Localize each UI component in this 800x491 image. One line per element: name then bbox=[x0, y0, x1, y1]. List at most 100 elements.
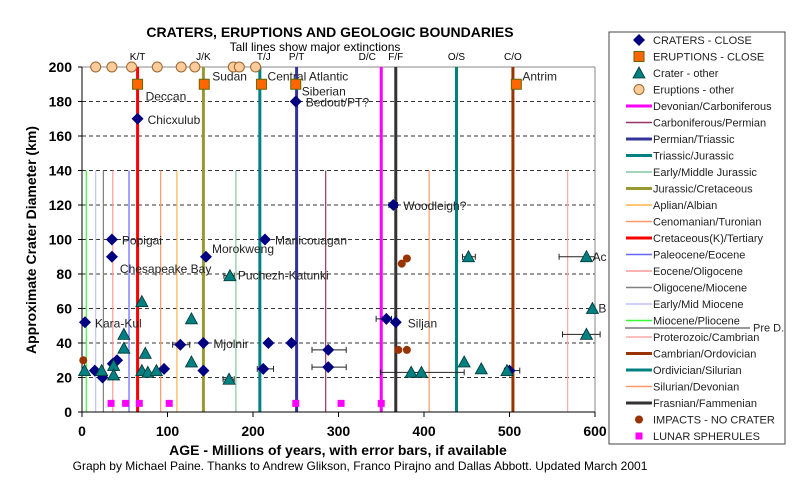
eruption-other-marker bbox=[151, 61, 163, 73]
legend-label: Permian/Triassic bbox=[653, 134, 735, 146]
legend-label: Early/Mid Miocene bbox=[653, 299, 743, 311]
crater-close-marker bbox=[174, 338, 187, 351]
boundary-label: F/F bbox=[388, 52, 403, 63]
legend-label: Eocene/Oligocene bbox=[653, 266, 743, 278]
error-bar bbox=[562, 331, 601, 338]
y-tick-label: 20 bbox=[56, 370, 72, 386]
eruption-close-marker bbox=[510, 78, 522, 90]
legend-impact-no-crater-marker bbox=[635, 415, 643, 424]
crater-other-marker bbox=[457, 355, 471, 368]
eruption-close-marker bbox=[132, 78, 144, 90]
y-tick-label: 40 bbox=[56, 335, 72, 351]
crater-close-marker bbox=[285, 337, 298, 349]
legend-lunar-spherule-marker bbox=[635, 432, 643, 440]
legend-label: LUNAR SPHERULES bbox=[653, 431, 760, 443]
x-tick-label: 600 bbox=[583, 423, 607, 439]
crater-other-marker bbox=[106, 368, 121, 381]
lunar-spherule-marker bbox=[122, 399, 130, 407]
boundary-label: K/T bbox=[130, 52, 146, 63]
eruption-other-marker bbox=[189, 61, 201, 73]
lunar-spherule-marker bbox=[165, 399, 173, 407]
legend-label: Oligocene/Miocene bbox=[653, 283, 747, 295]
gridlines bbox=[82, 66, 596, 412]
point-label: Mjolnir bbox=[213, 337, 248, 351]
crater-other-marker bbox=[117, 327, 131, 340]
crater-other-marker bbox=[579, 327, 594, 340]
x-tick-label: 300 bbox=[327, 423, 351, 439]
crater-other-marker bbox=[117, 341, 131, 354]
boundary-label: C/O bbox=[504, 52, 522, 63]
crater-other-marker bbox=[500, 363, 514, 377]
crater-other-marker bbox=[461, 249, 476, 263]
eruption-other-marker bbox=[233, 61, 245, 73]
crater-close-marker bbox=[131, 112, 144, 125]
boundary-label: T/J bbox=[257, 52, 271, 63]
point-label: Puchezh-Katunki bbox=[238, 269, 329, 283]
y-tick-label: 60 bbox=[56, 301, 72, 317]
crater-other-marker bbox=[138, 346, 152, 359]
y-tick-label: 140 bbox=[49, 163, 73, 179]
crater-close-marker bbox=[197, 337, 210, 349]
point-label: Siljan bbox=[408, 316, 437, 330]
legend-label: Jurassic/Cretaceous bbox=[653, 184, 753, 196]
crater-close-marker bbox=[199, 250, 212, 263]
crater-close-marker bbox=[105, 233, 118, 246]
legend-label: Proterozoic/Cambrian bbox=[653, 332, 759, 344]
legend-label: Devonian/Carboniferous bbox=[653, 101, 772, 113]
point-label: Deccan bbox=[146, 89, 187, 103]
eruption-close-marker bbox=[290, 78, 302, 90]
legend-eruption-close-marker bbox=[633, 51, 645, 62]
crater-other-marker bbox=[149, 363, 164, 377]
crater-other-marker bbox=[184, 355, 199, 368]
legend-label: Silurian/Devonian bbox=[653, 382, 739, 394]
legend-label: Crater - other bbox=[653, 68, 719, 80]
legend-label: Ordivician/Silurian bbox=[653, 365, 742, 377]
legend-label: Carboniferous/Permian bbox=[653, 118, 766, 130]
y-tick-label: 80 bbox=[56, 266, 72, 282]
legend-label: Paleocene/Eocene bbox=[653, 250, 745, 262]
legend: CRATERS - CLOSE ERUPTIONS - CLOSE Crater -… bbox=[608, 31, 786, 445]
crater-close-marker bbox=[197, 364, 210, 377]
crater-close-marker bbox=[389, 316, 402, 329]
boundary-label: O/S bbox=[448, 52, 466, 63]
y-tick-label: 160 bbox=[49, 128, 73, 144]
y-axis-label: Approximate Crater Diameter (km) bbox=[23, 126, 39, 354]
legend-label: Triassic/Jurassic bbox=[653, 151, 734, 163]
point-label: Bedout/PT? bbox=[306, 96, 370, 110]
crater-other-marker bbox=[585, 301, 600, 314]
x-tick-label: 100 bbox=[156, 423, 180, 439]
crater-other-marker bbox=[223, 268, 237, 282]
eruption-other-marker bbox=[90, 61, 102, 73]
crater-other-marker bbox=[404, 365, 418, 378]
legend-crater-other-marker bbox=[632, 66, 646, 79]
point-label: Morokweng bbox=[212, 242, 274, 256]
footer-credit: Graph by Michael Paine. Thanks to Andrew… bbox=[73, 459, 648, 473]
axes: 0 20 40 60 80 100 120 140 160 180 200 0 100 200 300 400… bbox=[49, 59, 607, 439]
crater-close-marker bbox=[322, 343, 335, 356]
impact-no-crater-marker bbox=[402, 345, 411, 354]
eruption-close-marker bbox=[256, 78, 268, 90]
point-label: Sudan bbox=[212, 69, 247, 83]
impact-no-crater-marker bbox=[79, 356, 88, 365]
point-label: B bbox=[598, 302, 606, 316]
lunar-spherule-marker bbox=[337, 399, 345, 407]
eruption-other-marker bbox=[250, 61, 262, 73]
impact-no-crater-marker bbox=[394, 345, 403, 354]
point-label: Chicxulub bbox=[148, 113, 201, 127]
y-tick-label: 120 bbox=[49, 197, 73, 213]
point-label: Woodleigh? bbox=[403, 199, 466, 213]
crater-other-marker bbox=[222, 372, 236, 385]
point-label: Siberian bbox=[302, 84, 346, 98]
legend-crater-close-marker bbox=[633, 34, 645, 46]
y-tick-label: 100 bbox=[49, 232, 73, 248]
crater-close-marker bbox=[387, 199, 400, 211]
legend-label: CRATERS - CLOSE bbox=[653, 35, 752, 47]
chart-subtitle: Tall lines show major extinctions bbox=[230, 40, 401, 54]
y-tick-label: 200 bbox=[49, 59, 73, 75]
legend-label: Miocene/Pliocene bbox=[653, 316, 740, 328]
crater-close-marker bbox=[105, 250, 118, 263]
crater-close-marker bbox=[258, 233, 271, 246]
legend-label: ERUPTIONS - CLOSE bbox=[653, 52, 764, 64]
